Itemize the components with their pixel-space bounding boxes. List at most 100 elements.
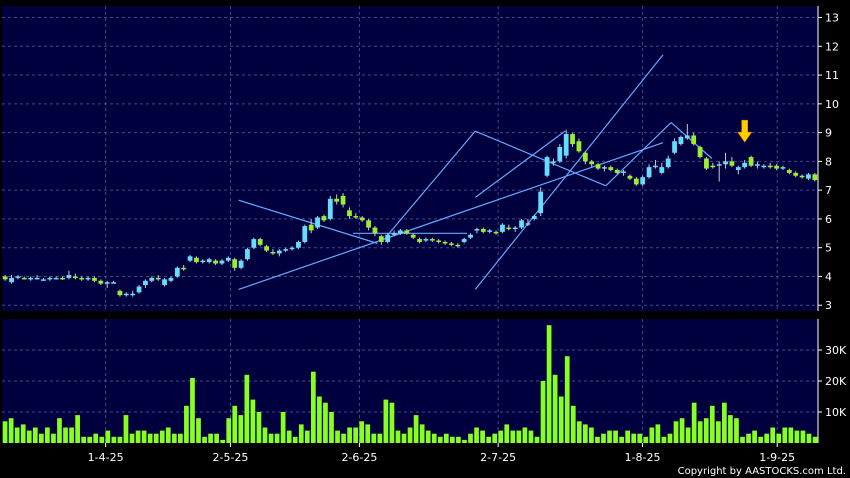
trendlines — [238, 54, 713, 290]
volume-bar — [522, 427, 528, 443]
candle-body — [289, 247, 295, 250]
volume-bar — [788, 427, 794, 443]
volume-bar — [625, 430, 631, 443]
candle-body — [206, 259, 212, 263]
candle-body — [538, 191, 544, 214]
volume-bar — [546, 325, 552, 443]
volume-bar — [14, 427, 20, 443]
volume-bar — [691, 402, 697, 443]
volume-bar — [794, 430, 800, 443]
volume-bar — [564, 356, 570, 443]
price-y-tick-label: 13 — [825, 12, 839, 25]
volume-bar — [643, 436, 649, 443]
candle-body — [302, 226, 308, 242]
volume-bar — [576, 421, 582, 443]
candle-body — [283, 249, 289, 251]
price-y-tick-label: 9 — [825, 127, 832, 140]
candle-body — [410, 234, 416, 238]
volume-bar — [528, 430, 534, 443]
candle-body — [232, 259, 238, 268]
volume-bar — [480, 430, 485, 443]
volume-bar — [806, 433, 812, 443]
candle-body — [761, 165, 767, 168]
volume-bar — [486, 436, 491, 443]
candle-body — [697, 146, 703, 158]
candle-body — [174, 267, 180, 277]
candle-body — [729, 161, 735, 166]
volume-bar — [238, 415, 244, 443]
volume-bar — [347, 427, 352, 443]
volume-bar — [498, 430, 504, 443]
volume-bar — [141, 430, 147, 443]
volume-bar — [419, 424, 425, 443]
volume-bar — [2, 421, 8, 443]
candle-body — [194, 257, 199, 263]
volume-bar — [153, 433, 159, 443]
candle-body — [149, 277, 155, 281]
candle-body — [691, 135, 697, 145]
volume-bar — [93, 433, 99, 443]
volume-bar — [504, 424, 510, 443]
volume-bar — [159, 430, 165, 443]
volume-bar — [395, 430, 401, 443]
candle-body — [372, 227, 378, 234]
volume-bar — [365, 424, 371, 443]
volume-bar — [425, 430, 431, 443]
volume-bar — [220, 439, 226, 443]
price-y-tick-label: 5 — [825, 242, 832, 255]
price-panel — [2, 6, 818, 311]
candle-body — [608, 167, 614, 171]
candle-body — [659, 167, 665, 173]
volume-bar — [383, 399, 389, 443]
candle-body — [104, 282, 110, 284]
candle-body — [398, 230, 403, 234]
volume-bar — [298, 424, 304, 443]
candle-body — [296, 241, 301, 248]
volume-bar — [800, 430, 806, 443]
candle-body — [2, 276, 8, 280]
volume-y-tick-label: 30K — [825, 344, 847, 357]
volume-bar — [770, 427, 776, 443]
candle-body — [423, 239, 429, 241]
candle-body — [41, 279, 46, 281]
candle-body — [563, 134, 569, 156]
volume-bar — [758, 436, 763, 443]
volume-bar — [341, 433, 346, 443]
volume-bar — [661, 436, 667, 443]
candle-body — [621, 171, 626, 173]
candle-body — [672, 141, 677, 153]
candle-body — [704, 158, 709, 169]
volume-bar — [673, 421, 679, 443]
volume-bar — [286, 430, 292, 443]
candle-body — [557, 146, 563, 162]
volume-bar — [389, 402, 395, 443]
candle-body — [582, 152, 588, 162]
candle-body — [315, 217, 320, 228]
volume-bar — [595, 436, 600, 443]
volume-bar — [335, 430, 340, 443]
volume-bar — [401, 433, 407, 443]
volume-bar — [226, 418, 232, 443]
candle-body — [187, 256, 193, 261]
candle-body — [461, 239, 467, 242]
volume-bar — [117, 436, 123, 443]
candle-body — [136, 286, 142, 293]
volume-bar — [740, 436, 745, 443]
candle-body — [366, 220, 371, 228]
volume-bar — [135, 430, 141, 443]
candle-body — [245, 249, 250, 260]
candle-body — [359, 217, 365, 221]
volume-bar — [637, 433, 643, 443]
candle-body — [774, 165, 779, 169]
candle-body — [806, 174, 811, 179]
volume-bar — [589, 427, 594, 443]
candle-body — [66, 275, 72, 278]
down-arrow-marker — [737, 119, 753, 143]
candle-body — [264, 246, 269, 251]
candle-body — [767, 165, 773, 168]
price-y-tick-label: 12 — [825, 40, 839, 53]
volume-bar — [468, 433, 473, 443]
candle-body — [474, 228, 480, 231]
volume-bar — [262, 427, 268, 443]
volume-bar — [776, 433, 782, 443]
